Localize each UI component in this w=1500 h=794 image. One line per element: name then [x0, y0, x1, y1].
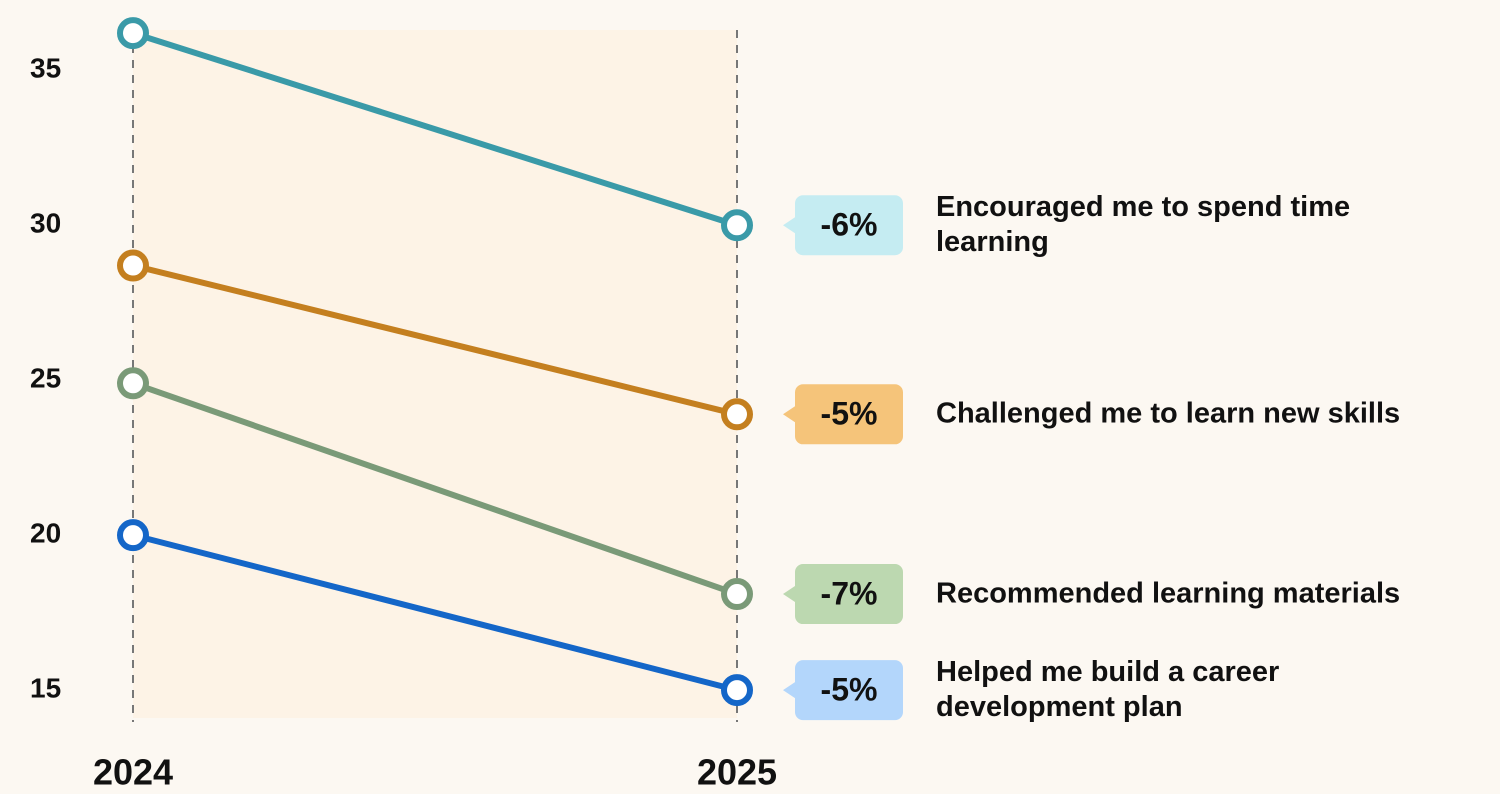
- data-point: [721, 398, 753, 431]
- series-name: Recommended learning materials: [936, 577, 1401, 610]
- data-point: [117, 519, 149, 552]
- data-point: [721, 578, 753, 611]
- y-tick-label: 25: [30, 363, 61, 394]
- x-tick-label: 2024: [93, 752, 173, 793]
- change-label: -5%: [821, 396, 878, 432]
- data-point: [117, 367, 149, 400]
- y-tick-label: 20: [30, 518, 61, 549]
- data-point: [117, 17, 149, 50]
- y-tick-label: 30: [30, 208, 61, 239]
- data-point: [721, 209, 753, 242]
- data-point: [117, 249, 149, 282]
- data-point: [721, 674, 753, 707]
- change-label: -5%: [821, 672, 878, 708]
- change-badge: [783, 564, 903, 625]
- series-line: [132, 30, 738, 229]
- series-name: Encouraged me to spend time learning: [936, 191, 1351, 259]
- series-line: [132, 380, 738, 597]
- plot-background: [133, 30, 737, 718]
- change-badge: [783, 384, 903, 445]
- change-label: -6%: [821, 207, 878, 243]
- series-line: [132, 532, 738, 694]
- series-name: Challenged me to learn new skills: [936, 397, 1401, 430]
- series-line: [132, 262, 738, 418]
- y-tick-label: 15: [30, 672, 61, 703]
- change-badge: [783, 195, 903, 256]
- change-badge: [783, 660, 903, 721]
- change-label: -7%: [821, 575, 878, 611]
- y-tick-label: 35: [30, 53, 61, 84]
- series-name: Helped me build a career development pla…: [936, 656, 1280, 724]
- x-tick-label: 2025: [697, 752, 777, 793]
